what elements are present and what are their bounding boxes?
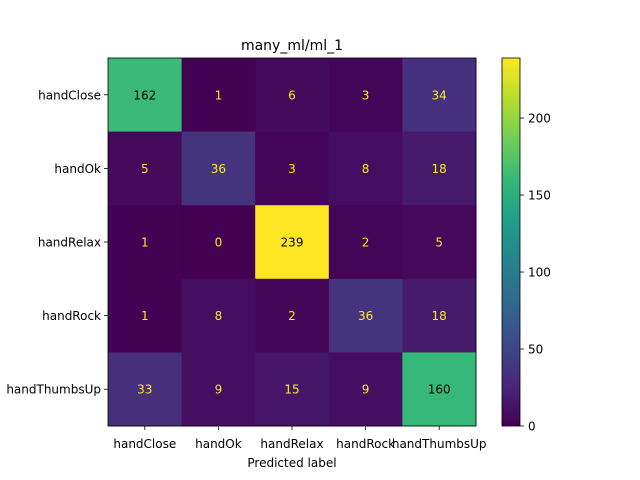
colorbar-tick-label: 150 [528,189,551,203]
heatmap-cell [402,278,477,353]
heatmap-cell [108,205,183,280]
cell-value-label: 9 [215,383,223,397]
heatmap-cell [108,352,183,427]
cell-value-label: 160 [428,383,451,397]
x-tick-label: handThumbsUp [392,437,487,451]
x-tick-label: handOk [195,437,242,451]
cell-value-label: 162 [133,88,156,102]
heatmap-cell [328,131,403,206]
heatmap-cell [402,131,477,206]
x-axis-label: Predicted label [247,456,336,470]
cell-value-label: 36 [211,162,226,176]
heatmap-cell [255,352,330,427]
cell-value-label: 239 [281,236,304,250]
cell-value-label: 1 [141,236,149,250]
heatmap-cell [255,131,330,206]
heatmap-cell [402,58,477,133]
y-axis: handClose handOk handRelax handRock handThum… [6,88,108,397]
heatmap-cell [181,205,256,280]
cell-value-label: 0 [215,236,223,250]
colorbar-tick-label: 200 [528,112,551,126]
cell-value-label: 34 [432,88,447,102]
cell-value-label: 3 [362,88,370,102]
heatmap-cell [108,278,183,353]
colorbar-tick-label: 50 [528,343,543,357]
heatmap-cell [255,205,330,280]
colorbar-tick-label: 100 [528,266,551,280]
x-tick-label: handClose [113,437,176,451]
heatmap-cell [255,278,330,353]
y-tick-label: handRelax [38,236,101,250]
cell-value-label: 33 [137,383,152,397]
heatmap-cell [328,58,403,133]
heatmap-cell [108,131,183,206]
heatmap-cell [402,205,477,280]
chart-title: many_ml/ml_1 [241,38,343,54]
cell-value-label: 9 [362,383,370,397]
cell-value-label: 2 [288,309,296,323]
heatmap-cell [402,352,477,427]
y-tick-label: handClose [38,88,101,102]
colorbar-tick-label: 0 [528,420,536,434]
cell-value-label: 8 [215,309,223,323]
heatmap-cell [181,131,256,206]
cell-value-label: 5 [141,162,149,176]
heatmap-cell [328,278,403,353]
heatmap-cell [108,58,183,133]
colorbar-ticks: 0 50 100 150 200 [520,112,551,434]
heatmap-cell [181,352,256,427]
x-axis: handClose handOk handRelax handRockhandThum… [113,426,487,451]
heatmap-cell [328,205,403,280]
colorbar [501,57,521,427]
cell-value-label: 18 [432,309,447,323]
cell-value-label: 3 [288,162,296,176]
cell-value-label: 18 [432,162,447,176]
cell-value-label: 5 [435,236,443,250]
y-tick-label: handThumbsUp [6,383,101,397]
x-tick-label: handRock [336,437,395,451]
cell-value-label: 36 [358,309,373,323]
cell-value-label: 1 [141,309,149,323]
heatmap-cell [255,58,330,133]
cell-value-label: 8 [362,162,370,176]
heatmap-cell [328,352,403,427]
heatmap-cell [181,278,256,353]
y-tick-label: handOk [54,162,101,176]
heatmap-cell [181,58,256,133]
x-tick-label: handRelax [260,437,323,451]
y-tick-label: handRock [42,309,101,323]
cell-value-label: 1 [215,88,223,102]
cell-value-label: 15 [284,383,299,397]
cell-value-label: 6 [288,88,296,102]
cell-value-label: 2 [362,236,370,250]
